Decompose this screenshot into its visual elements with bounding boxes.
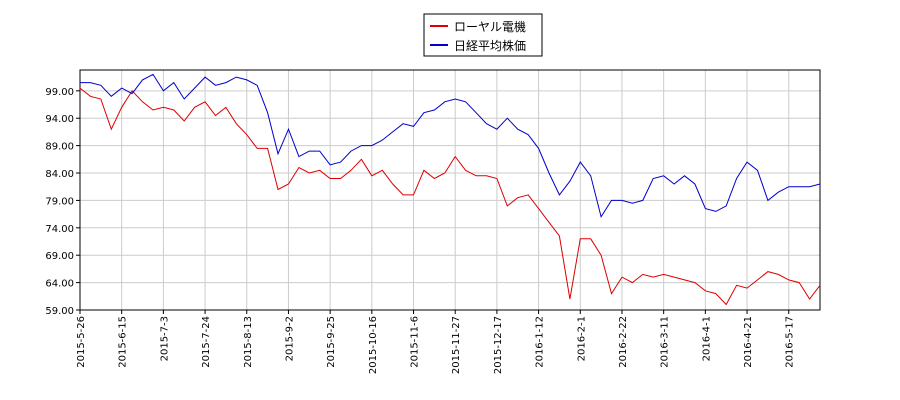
y-tick-label: 99.00 <box>45 87 74 98</box>
y-tick-label: 69.00 <box>45 251 74 262</box>
x-tick-label: 2016-5-17 <box>785 316 796 368</box>
series-line <box>80 73 821 219</box>
x-tick-label: 2015-8-13 <box>243 316 254 368</box>
x-tick-label: 2015-10-16 <box>368 316 379 374</box>
x-tick-label: 2015-12-17 <box>493 316 504 374</box>
x-tick-label: 2016-2-22 <box>618 316 629 368</box>
legend-label: 日経平均株価 <box>454 38 526 53</box>
x-tick-label: 2016-4-1 <box>701 316 712 361</box>
legend-label: ローヤル電機 <box>454 19 526 34</box>
x-tick-label: 2015-9-25 <box>326 316 337 368</box>
x-tick-label: 2016-1-12 <box>535 316 546 368</box>
x-tick-label: 2015-9-2 <box>284 316 295 361</box>
y-tick-label: 59.00 <box>45 306 74 317</box>
series-line <box>79 87 821 306</box>
x-tick-label: 2015-11-27 <box>451 316 462 374</box>
y-tick-label: 84.00 <box>45 169 74 180</box>
x-tick-label: 2015-7-3 <box>159 316 170 361</box>
x-tick-label: 2015-11-6 <box>410 316 421 368</box>
x-tick-label: 2016-2-1 <box>576 316 587 361</box>
x-tick-label: 2016-3-11 <box>660 316 671 368</box>
x-tick-label: 2015-7-24 <box>201 316 212 368</box>
y-tick-label: 94.00 <box>45 114 74 125</box>
y-tick-label: 74.00 <box>45 224 74 235</box>
plot-frame <box>79 69 821 311</box>
legend-box <box>423 13 543 57</box>
y-tick-label: 89.00 <box>45 142 74 153</box>
y-tick-label: 79.00 <box>45 196 74 207</box>
y-tick-label: 64.00 <box>45 279 74 290</box>
x-tick-label: 2015-5-26 <box>76 316 87 368</box>
x-tick-label: 2016-4-21 <box>743 316 754 368</box>
x-tick-label: 2015-6-15 <box>118 316 129 368</box>
